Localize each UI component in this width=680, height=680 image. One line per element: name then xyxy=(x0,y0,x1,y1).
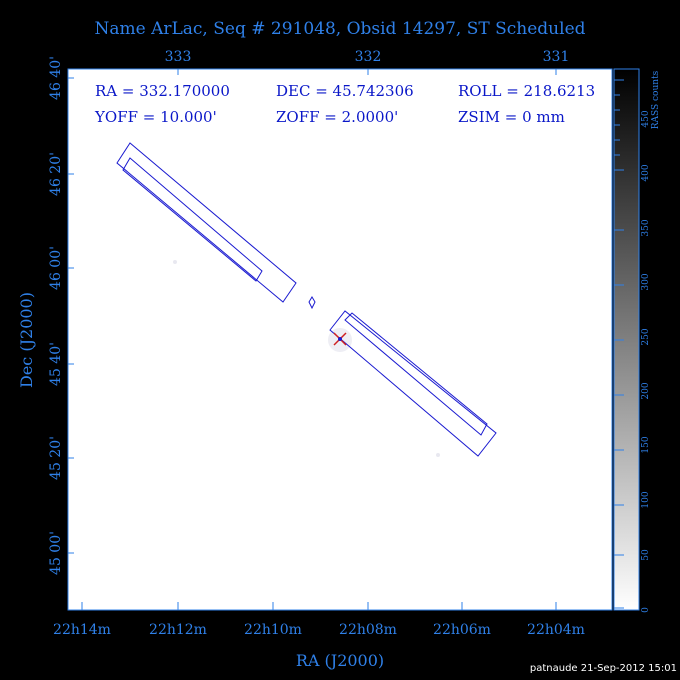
detector-lower-strip-outer xyxy=(329,310,497,457)
bottom-tick-label: 22h06m xyxy=(433,622,491,638)
colorbar-ticks xyxy=(614,79,624,609)
colorbar-tick-label: 350 xyxy=(641,219,651,236)
detector-upper-strip-outer xyxy=(116,142,297,303)
y-axis-label: Dec (J2000) xyxy=(17,292,36,388)
colorbar-tick-label: 150 xyxy=(641,436,651,453)
info-dec: DEC = 45.742306 xyxy=(276,82,414,100)
bottom-tick-label: 22h12m xyxy=(149,622,207,638)
colorbar-tick-label: 300 xyxy=(641,273,651,290)
colorbar-tick-label: 400 xyxy=(641,164,651,181)
left-tick-label: 45 40' xyxy=(48,342,64,386)
colorbar-tick-label: 50 xyxy=(641,549,651,561)
info-roll: ROLL = 218.6213 xyxy=(458,82,595,100)
info-zoff: ZOFF = 2.0000' xyxy=(276,108,398,126)
detector-footprint xyxy=(116,142,497,457)
target-marker xyxy=(333,332,347,346)
colorbar-tick-label: 450 xyxy=(641,110,651,127)
bottom-tick-label: 22h08m xyxy=(339,622,397,638)
colorbar-tick-label: 0 xyxy=(641,607,651,613)
bottom-tick-label: 22h10m xyxy=(244,622,302,638)
detector-lower-strip-inner xyxy=(344,312,488,436)
detector-aimpoint-diamond xyxy=(308,296,316,310)
bottom-tick-label: 22h04m xyxy=(527,622,585,638)
bottom-tick-label: 22h14m xyxy=(53,622,111,638)
info-ra: RA = 332.170000 xyxy=(95,82,230,100)
left-tick-label: 46 20' xyxy=(48,152,64,196)
left-tick-label: 45 00' xyxy=(48,531,64,575)
top-axis xyxy=(177,69,557,75)
bottom-axis xyxy=(81,602,557,610)
detector-upper-strip-inner xyxy=(122,157,263,282)
left-tick-label: 46 40' xyxy=(48,56,64,100)
top-tick-label: 331 xyxy=(543,49,570,65)
colorbar-tick-label: 250 xyxy=(641,328,651,345)
left-tick-label: 46 00' xyxy=(48,246,64,290)
x-axis-label: RA (J2000) xyxy=(296,651,384,670)
top-tick-label: 332 xyxy=(355,49,382,65)
colorbar-label: RASS counts xyxy=(651,70,661,129)
footer-credit: patnaude 21-Sep-2012 15:01 xyxy=(530,663,677,674)
colorbar-tick-label: 100 xyxy=(641,491,651,508)
top-tick-label: 333 xyxy=(165,49,192,65)
colorbar-tick-label: 200 xyxy=(641,382,651,399)
left-tick-label: 45 20' xyxy=(48,436,64,480)
info-zsim: ZSIM = 0 mm xyxy=(458,108,565,126)
left-axis xyxy=(68,77,74,554)
plot-title: Name ArLac, Seq # 291048, Obsid 14297, S… xyxy=(94,19,585,39)
info-yoff: YOFF = 10.000' xyxy=(94,108,217,126)
